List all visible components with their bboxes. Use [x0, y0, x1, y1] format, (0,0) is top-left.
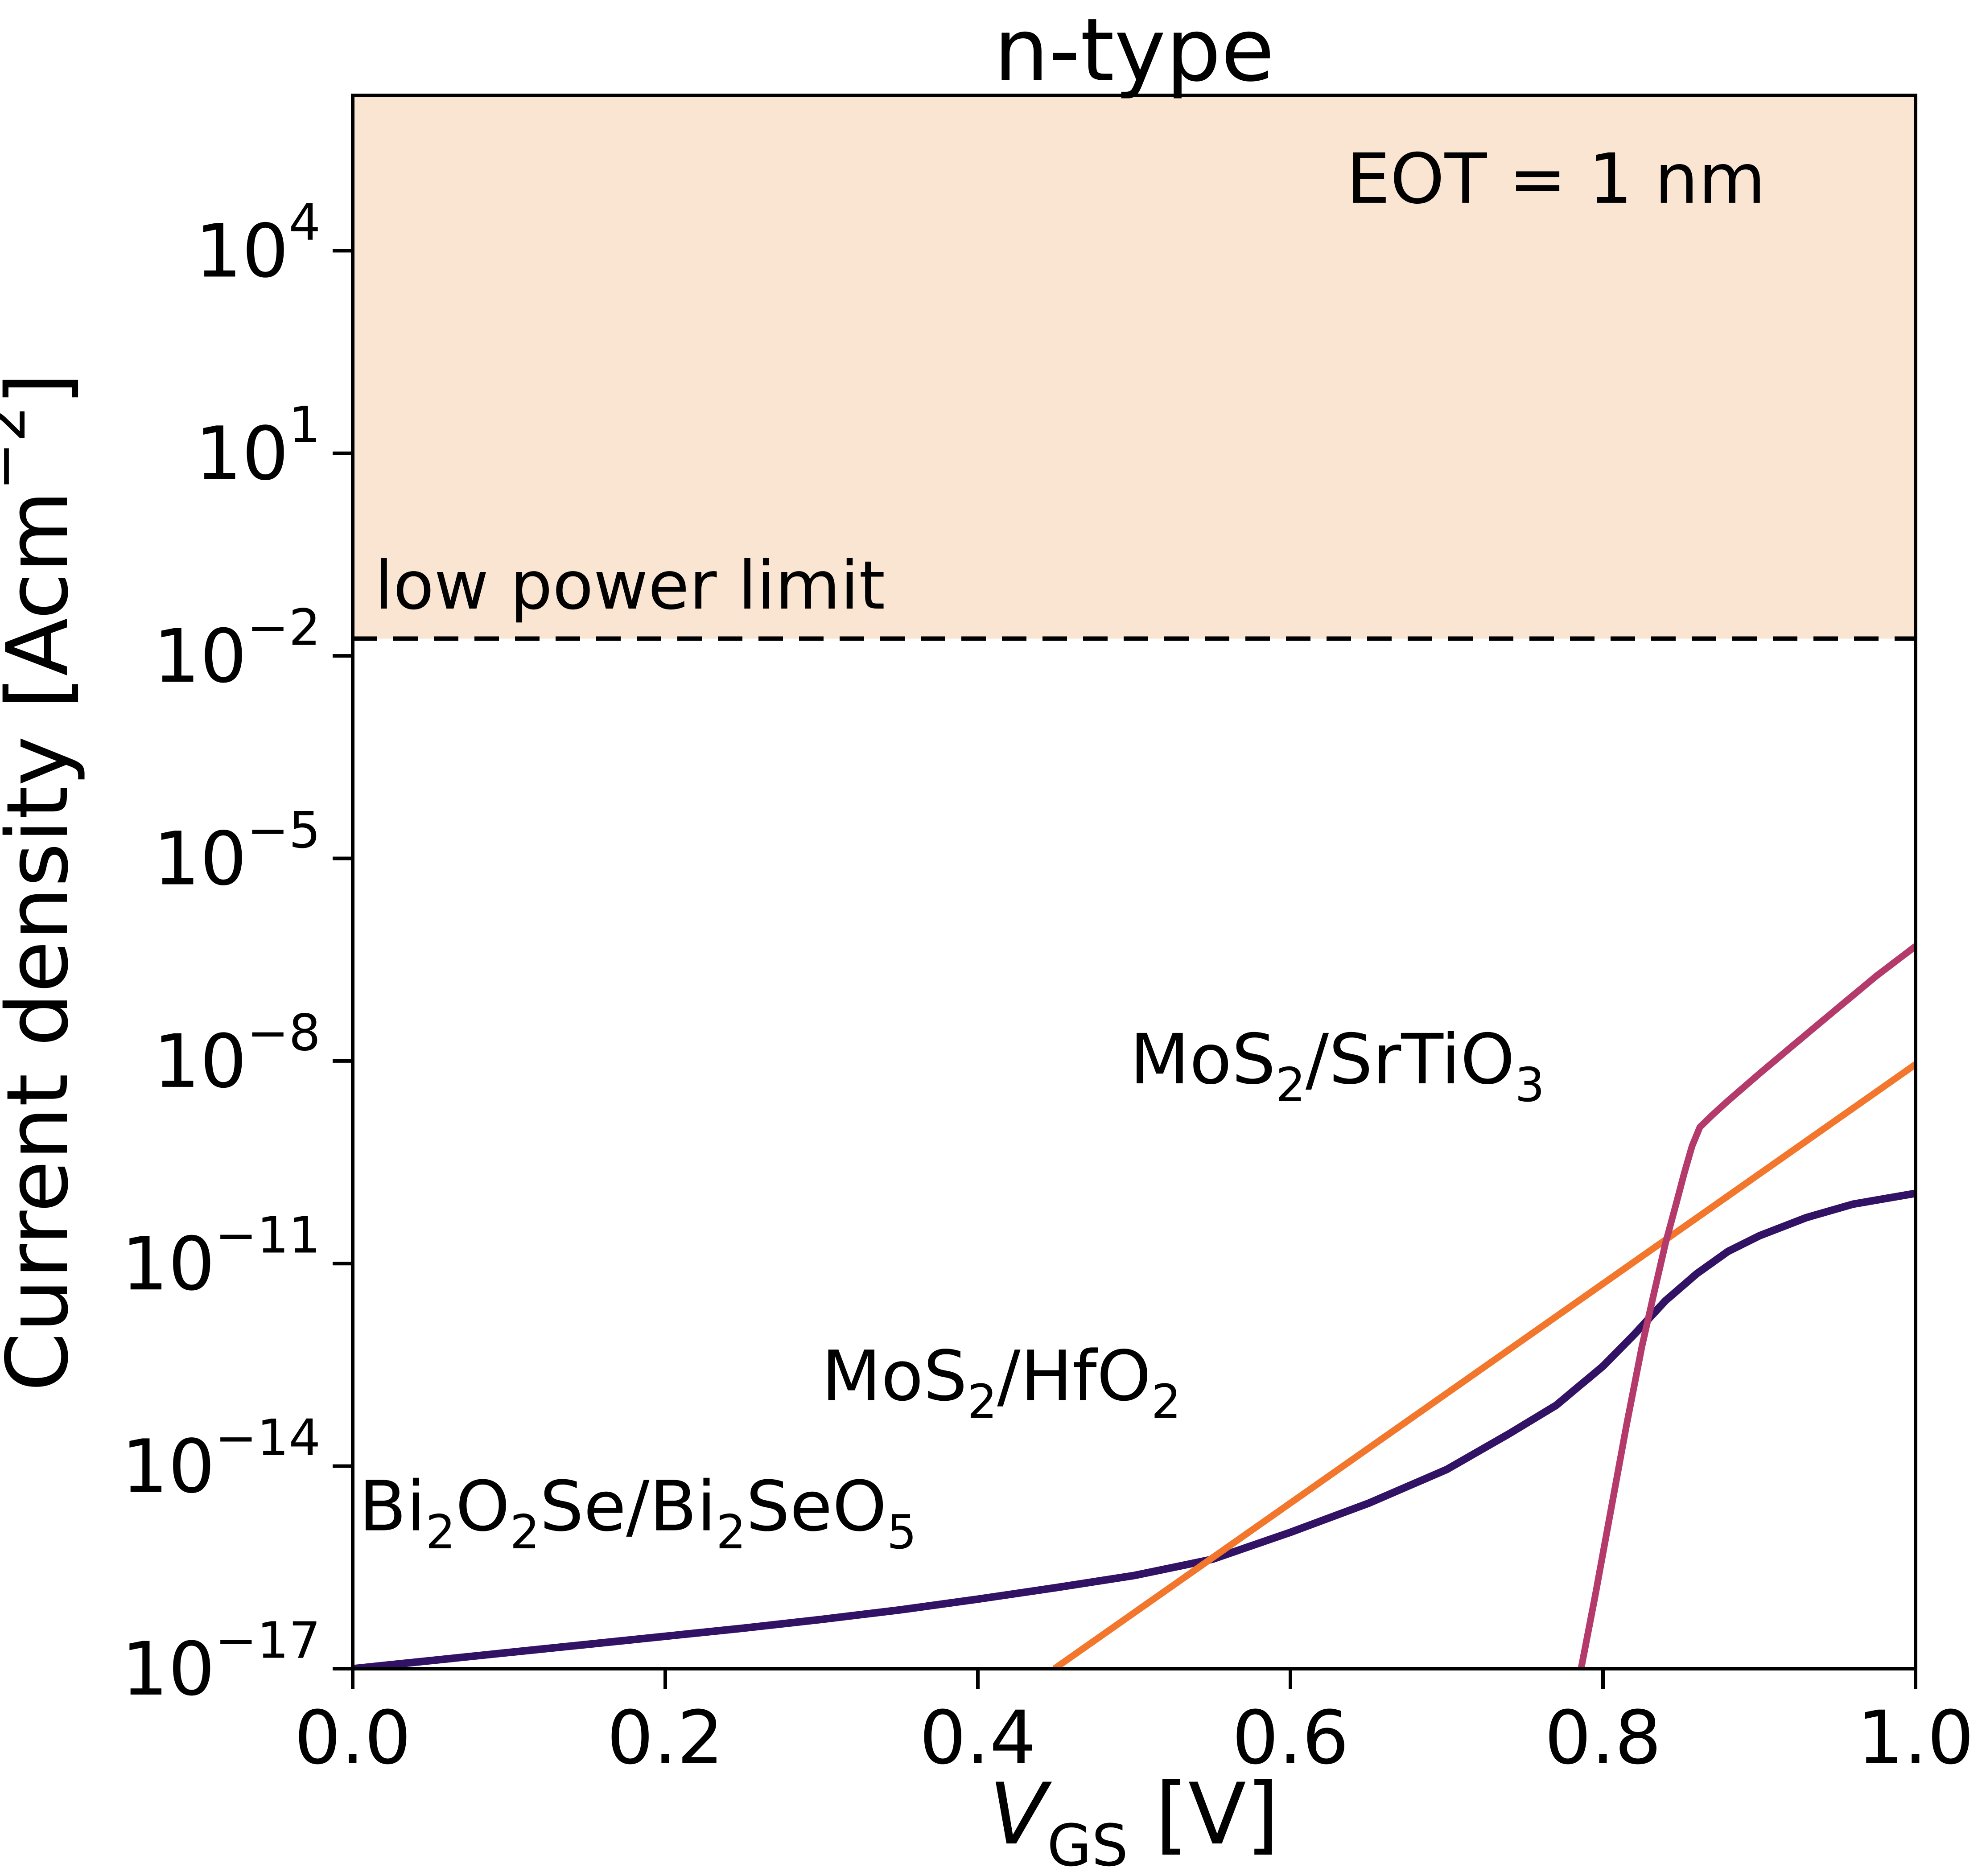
y-tick-label: 10−8: [153, 1004, 321, 1104]
x-tick-label: 0.2: [607, 1695, 724, 1781]
x-tick-label: 0.0: [294, 1695, 411, 1781]
low-power-shaded-band: [353, 95, 1916, 639]
series-line-MoS2/HfO2: [1052, 1061, 1916, 1669]
y-tick-label: 10−14: [121, 1409, 321, 1510]
annotation-eot: EOT = 1 nm: [1347, 139, 1766, 219]
plot-border: [351, 94, 1917, 1670]
y-tick-label: 10−17: [121, 1612, 321, 1712]
y-tick-label: 10−11: [121, 1207, 321, 1307]
series-label-MoS2/SrTiO3: MoS2/SrTiO3: [1130, 1019, 1545, 1112]
series-line-Bi2O2Se/Bi2SeO5: [353, 1189, 1916, 1669]
y-tick-label: 104: [195, 194, 321, 294]
x-tick-label: 0.8: [1545, 1695, 1661, 1781]
y-axis-label: Current density [Acm−2]: [0, 373, 87, 1392]
y-axis-ticks: [333, 249, 353, 1670]
low-power-limit-label: low power limit: [375, 547, 885, 625]
series-line-MoS2/SrTiO3: [1578, 943, 1916, 1669]
y-tick-label: 101: [195, 396, 321, 497]
x-tick-label: 0.4: [919, 1695, 1036, 1781]
series-group: [353, 943, 1916, 1669]
x-axis-label: VGS [V]: [989, 1765, 1279, 1876]
y-tick-label: 10−2: [153, 599, 321, 699]
series-label-Bi2O2Se/Bi2SeO5: Bi2O2Se/Bi2SeO5: [359, 1466, 917, 1559]
y-tick-label: 10−5: [153, 802, 321, 902]
series-label-MoS2/HfO2: MoS2/HfO2: [821, 1336, 1181, 1429]
x-tick-label: 1.0: [1857, 1695, 1974, 1781]
x-axis-ticks: [351, 1669, 1917, 1689]
x-tick-label: 0.6: [1232, 1695, 1349, 1781]
chart-title: n-type: [994, 0, 1275, 101]
